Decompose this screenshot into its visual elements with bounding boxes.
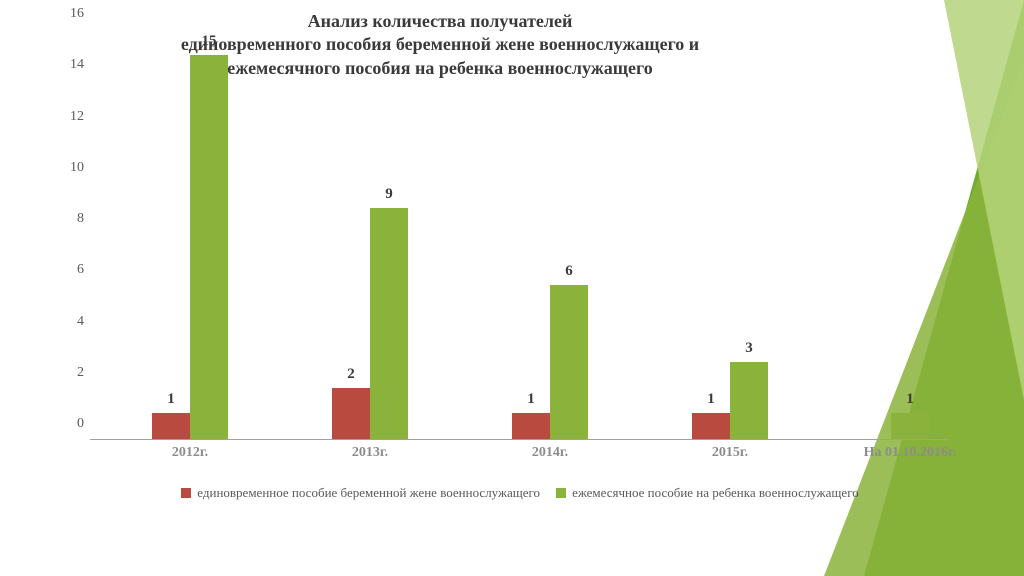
- bar: 1: [152, 413, 190, 439]
- legend-swatch: [556, 488, 566, 498]
- y-tick: 8: [77, 211, 84, 227]
- bar: 6: [550, 285, 588, 439]
- y-tick: 10: [70, 160, 84, 176]
- y-tick: 2: [77, 365, 84, 381]
- bar: 1: [891, 413, 929, 439]
- bar-value-label: 3: [730, 340, 768, 357]
- bar: 3: [730, 362, 768, 439]
- y-tick: 12: [70, 109, 84, 125]
- bar-value-label: 1: [512, 391, 550, 408]
- y-tick: 4: [77, 314, 84, 330]
- legend-label: ежемесячное пособие на ребенка военнослу…: [572, 485, 859, 501]
- x-axis-label: 2014г.: [460, 445, 640, 461]
- bar-group: 132015г.: [670, 362, 790, 439]
- legend-item: единовременное пособие беременной жене в…: [181, 485, 540, 501]
- bar-value-label: 1: [152, 391, 190, 408]
- bar-value-label: 1: [692, 391, 730, 408]
- chart-title: Анализ количества получателейединовремен…: [80, 10, 800, 80]
- x-axis-label: На 01.10.2016г.: [820, 445, 1000, 461]
- bar-group: 1152012г.: [130, 55, 250, 439]
- bar: 1: [512, 413, 550, 439]
- bar-group: 162014г.: [490, 285, 610, 439]
- y-tick: 0: [77, 416, 84, 432]
- bar-value-label: 1: [891, 391, 929, 408]
- bar-value-label: 6: [550, 263, 588, 280]
- bar: 1: [692, 413, 730, 439]
- x-axis-label: 2015г.: [640, 445, 820, 461]
- legend: единовременное пособие беременной жене в…: [90, 485, 950, 502]
- x-axis-label: 2013г.: [280, 445, 460, 461]
- legend-label: единовременное пособие беременной жене в…: [197, 485, 540, 501]
- bar: 15: [190, 55, 228, 439]
- x-axis-label: 2012г.: [100, 445, 280, 461]
- y-axis: 0246810121416: [60, 30, 90, 440]
- plot-area: 1152012г.292013г.162014г.132015г.1На 01.…: [90, 30, 950, 440]
- bar-value-label: 2: [332, 366, 370, 383]
- deco-tri-3: [944, 0, 1024, 400]
- bar-group: 1На 01.10.2016г.: [850, 413, 970, 439]
- legend-item: ежемесячное пособие на ребенка военнослу…: [556, 485, 859, 501]
- bar-value-label: 9: [370, 186, 408, 203]
- bar: 2: [332, 388, 370, 439]
- bar: 9: [370, 208, 408, 439]
- y-tick: 6: [77, 262, 84, 278]
- bar-group: 292013г.: [310, 208, 430, 439]
- legend-swatch: [181, 488, 191, 498]
